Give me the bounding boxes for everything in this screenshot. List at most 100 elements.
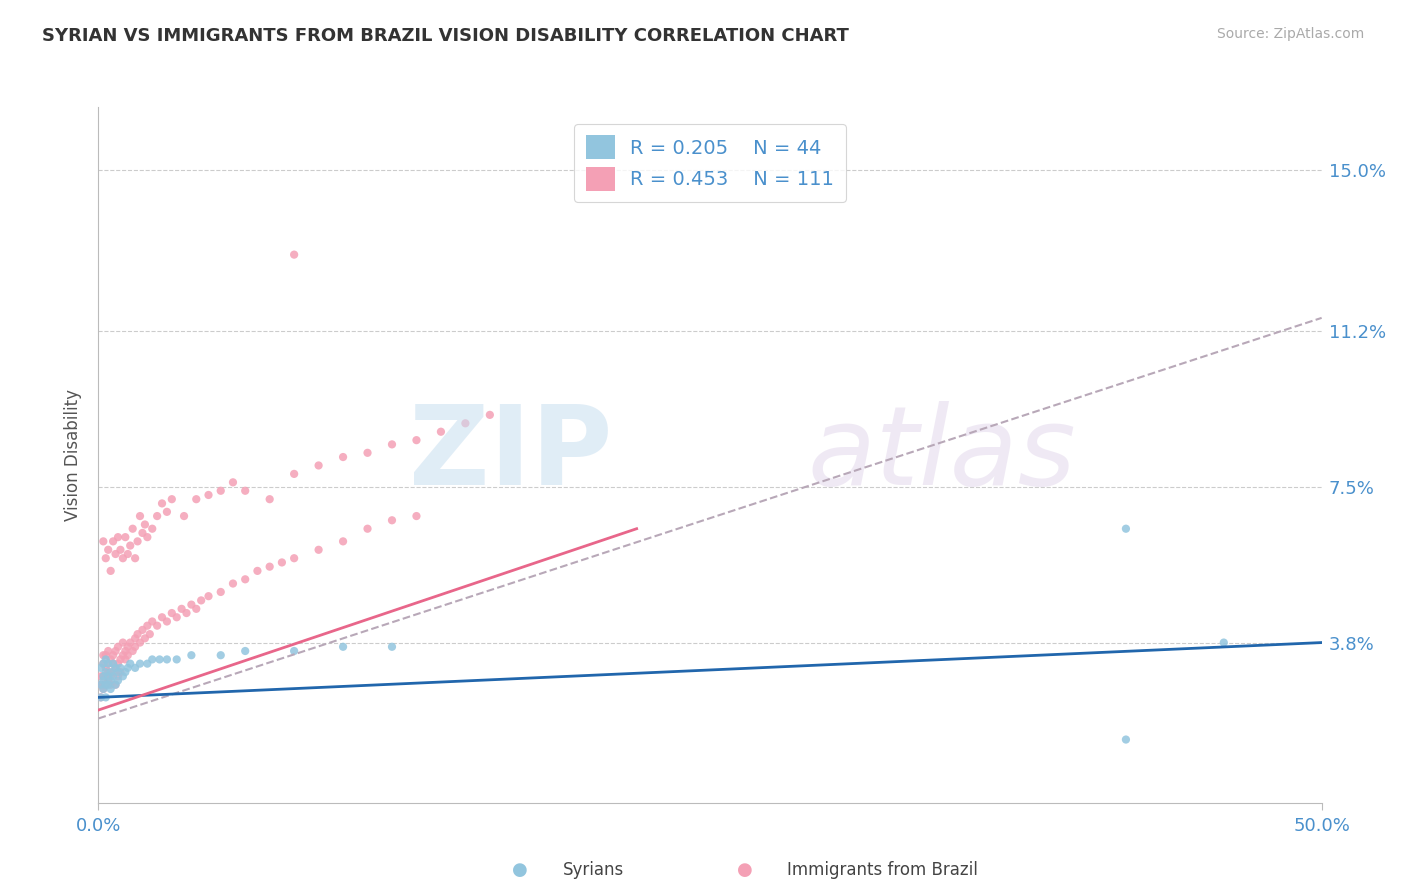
- Legend: R = 0.205    N = 44, R = 0.453    N = 111: R = 0.205 N = 44, R = 0.453 N = 111: [574, 124, 846, 202]
- Point: [197, 589, 219, 603]
- Point: [160, 606, 183, 620]
- Point: [186, 492, 208, 507]
- Point: [209, 648, 232, 663]
- Point: [150, 496, 173, 510]
- Point: [246, 564, 269, 578]
- Point: [110, 542, 132, 557]
- Point: [97, 657, 120, 671]
- Point: [97, 644, 120, 658]
- Point: [149, 652, 172, 666]
- Point: [127, 627, 149, 641]
- Point: [90, 661, 112, 675]
- Point: [120, 635, 142, 649]
- Point: [94, 678, 117, 692]
- Point: [134, 517, 156, 532]
- Point: [332, 450, 354, 464]
- Point: [100, 564, 122, 578]
- Point: [1115, 732, 1137, 747]
- Text: ●: ●: [737, 861, 754, 879]
- Point: [90, 690, 112, 705]
- Point: [101, 657, 124, 671]
- Point: [114, 644, 136, 658]
- Point: [170, 602, 193, 616]
- Point: [454, 417, 477, 431]
- Point: [117, 648, 139, 663]
- Text: ZIP: ZIP: [409, 401, 612, 508]
- Point: [134, 632, 156, 646]
- Point: [180, 648, 202, 663]
- Text: ●: ●: [512, 861, 529, 879]
- Point: [259, 559, 281, 574]
- Point: [166, 610, 188, 624]
- Point: [104, 644, 127, 658]
- Point: [405, 433, 427, 447]
- Point: [100, 681, 122, 696]
- Point: [110, 661, 132, 675]
- Point: [120, 657, 142, 671]
- Point: [91, 657, 114, 671]
- Point: [91, 678, 114, 692]
- Point: [90, 669, 112, 683]
- Point: [94, 669, 117, 683]
- Point: [131, 525, 153, 540]
- Point: [117, 661, 139, 675]
- Point: [91, 648, 114, 663]
- Point: [94, 551, 117, 566]
- Point: [101, 657, 124, 671]
- Point: [94, 648, 117, 663]
- Point: [136, 530, 159, 544]
- Point: [259, 492, 281, 507]
- Point: [146, 618, 169, 632]
- Point: [114, 652, 136, 666]
- Point: [332, 640, 354, 654]
- Point: [107, 665, 129, 679]
- Point: [270, 556, 294, 570]
- Point: [110, 652, 132, 666]
- Point: [104, 678, 127, 692]
- Point: [97, 657, 120, 671]
- Point: [430, 425, 453, 439]
- Point: [111, 669, 134, 683]
- Point: [356, 446, 378, 460]
- Point: [180, 598, 202, 612]
- Point: [166, 652, 188, 666]
- Point: [124, 661, 146, 675]
- Point: [190, 593, 212, 607]
- Point: [156, 615, 179, 629]
- Point: [131, 623, 153, 637]
- Point: [405, 509, 427, 524]
- Point: [139, 627, 162, 641]
- Point: [107, 669, 129, 683]
- Point: [186, 602, 208, 616]
- Point: [91, 681, 114, 696]
- Point: [308, 542, 330, 557]
- Point: [101, 534, 124, 549]
- Point: [356, 522, 378, 536]
- Point: [94, 661, 117, 675]
- Point: [283, 467, 305, 481]
- Point: [332, 534, 354, 549]
- Point: [478, 408, 501, 422]
- Point: [104, 678, 127, 692]
- Point: [107, 640, 129, 654]
- Point: [124, 551, 146, 566]
- Point: [233, 572, 256, 586]
- Point: [104, 661, 127, 675]
- Point: [209, 585, 232, 599]
- Point: [156, 652, 179, 666]
- Point: [381, 640, 404, 654]
- Point: [94, 690, 117, 705]
- Point: [141, 652, 163, 666]
- Point: [101, 665, 124, 679]
- Point: [160, 492, 183, 507]
- Point: [176, 606, 198, 620]
- Point: [97, 542, 120, 557]
- Point: [97, 673, 120, 688]
- Point: [114, 665, 136, 679]
- Point: [120, 539, 142, 553]
- Point: [111, 635, 134, 649]
- Point: [141, 615, 163, 629]
- Point: [91, 681, 114, 696]
- Text: atlas: atlas: [808, 401, 1077, 508]
- Point: [136, 618, 159, 632]
